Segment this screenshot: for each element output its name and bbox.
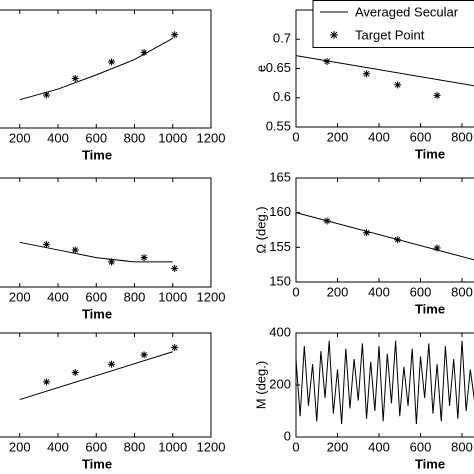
y-axis-label: e xyxy=(253,65,268,72)
target-point xyxy=(43,378,51,386)
y-tick-label: 0 xyxy=(284,428,291,443)
target-point xyxy=(43,91,51,99)
x-tick-label: 600 xyxy=(85,289,107,304)
x-tick-label: 0 xyxy=(292,284,299,299)
subplot: 020040060080010001200150155160165TimeΩ (… xyxy=(253,169,474,316)
legend-entry: Target Point xyxy=(355,27,425,42)
subplot: 020040060080010001200Time xyxy=(0,177,226,321)
y-axis-label: M (deg.) xyxy=(253,361,268,409)
plot-area xyxy=(0,9,212,129)
plot-area xyxy=(295,177,474,283)
solution-line xyxy=(295,55,474,87)
x-tick-label: 400 xyxy=(47,289,69,304)
x-tick-label: 600 xyxy=(85,439,107,454)
target-point xyxy=(171,264,179,272)
x-tick-label: 200 xyxy=(327,129,349,144)
target-point xyxy=(140,351,148,359)
y-tick-label: 155 xyxy=(269,239,291,254)
target-point xyxy=(171,31,179,39)
target-point xyxy=(71,246,79,254)
x-tick-label: 600 xyxy=(410,284,432,299)
x-tick-label: 400 xyxy=(368,284,390,299)
y-tick-label: 400 xyxy=(269,324,291,339)
target-point xyxy=(108,258,116,266)
target-point xyxy=(71,74,79,82)
x-tick-label: 600 xyxy=(85,130,107,145)
x-tick-label: 800 xyxy=(451,439,473,454)
x-tick-label: 200 xyxy=(327,284,349,299)
legend-entry: Averaged Secular xyxy=(355,4,459,19)
target-point xyxy=(394,236,402,244)
x-tick-label: 200 xyxy=(9,439,31,454)
y-tick-label: 200 xyxy=(269,376,291,391)
x-tick-label: 200 xyxy=(327,439,349,454)
x-tick-label: 0 xyxy=(292,129,299,144)
x-axis-label: Time xyxy=(82,147,112,162)
target-point xyxy=(71,369,79,377)
plot-area xyxy=(0,332,212,438)
target-point xyxy=(108,360,116,368)
x-tick-label: 800 xyxy=(124,289,146,304)
target-point xyxy=(394,81,402,89)
x-tick-label: 800 xyxy=(451,129,473,144)
target-point xyxy=(43,240,51,248)
x-tick-label: 1200 xyxy=(197,289,226,304)
target-point xyxy=(363,70,371,78)
y-tick-label: 0.55 xyxy=(266,118,291,133)
target-point xyxy=(108,58,116,66)
x-tick-label: 0 xyxy=(292,439,299,454)
target-point xyxy=(140,48,148,56)
target-point xyxy=(433,91,441,99)
subplot: 020040060080010001200Time xyxy=(0,9,226,162)
target-point xyxy=(171,344,179,352)
x-tick-label: 1200 xyxy=(197,439,226,454)
x-tick-label: 1000 xyxy=(158,289,187,304)
x-tick-label: 400 xyxy=(47,130,69,145)
x-axis-label: Time xyxy=(82,306,112,321)
x-tick-label: 1000 xyxy=(158,439,187,454)
subplot: 020040060080010001200Time xyxy=(0,332,226,471)
target-point xyxy=(323,57,331,65)
x-tick-label: 1000 xyxy=(158,130,187,145)
x-axis-label: Time xyxy=(82,456,112,471)
x-tick-label: 400 xyxy=(47,439,69,454)
x-axis-label: Time xyxy=(415,456,445,471)
y-tick-label: 0.65 xyxy=(266,60,291,75)
solution-line xyxy=(295,212,474,261)
x-tick-label: 400 xyxy=(368,129,390,144)
y-tick-label: 150 xyxy=(269,273,291,288)
x-axis-label: Time xyxy=(415,146,445,161)
x-tick-label: 1200 xyxy=(197,130,226,145)
y-tick-label: 0.7 xyxy=(273,31,291,46)
legend: Averaged Secular Target Point xyxy=(312,0,474,48)
target-point xyxy=(433,244,441,252)
y-tick-label: 160 xyxy=(269,204,291,219)
subplot: 0200400600800100012000200400TimeM (deg.) xyxy=(253,324,474,471)
legend-box xyxy=(312,0,474,48)
solution-line xyxy=(19,351,173,401)
x-tick-label: 800 xyxy=(124,130,146,145)
x-axis-label: Time xyxy=(415,301,445,316)
x-tick-label: 200 xyxy=(9,289,31,304)
x-tick-label: 400 xyxy=(368,439,390,454)
target-point xyxy=(363,229,371,237)
x-tick-label: 800 xyxy=(451,284,473,299)
x-tick-label: 200 xyxy=(9,130,31,145)
solution-line xyxy=(19,241,173,263)
y-tick-label: 165 xyxy=(269,169,291,184)
legend-marker xyxy=(330,31,338,39)
x-tick-label: 600 xyxy=(410,439,432,454)
y-axis-label: Ω (deg.) xyxy=(253,206,268,253)
solution-line xyxy=(295,340,474,425)
plot-area xyxy=(0,177,212,288)
x-tick-label: 600 xyxy=(410,129,432,144)
target-point xyxy=(140,254,148,262)
y-tick-label: 0.6 xyxy=(273,89,291,104)
target-point xyxy=(323,217,331,225)
x-tick-label: 800 xyxy=(124,439,146,454)
